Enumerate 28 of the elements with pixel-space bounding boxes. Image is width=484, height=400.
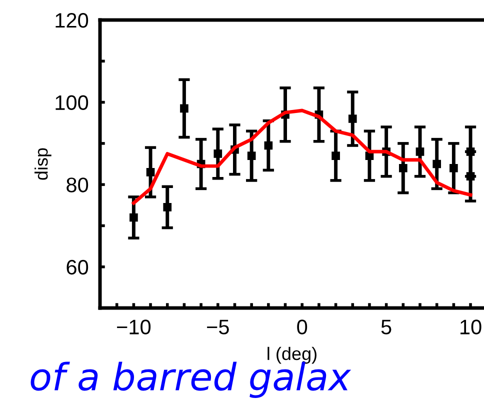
point: [466, 172, 475, 181]
y-axis-title: disp: [34, 148, 52, 180]
point: [466, 147, 475, 156]
point: [214, 150, 222, 158]
point: [348, 114, 357, 123]
y-tick-label: 120: [56, 13, 88, 28]
x-tick-label: 5: [381, 320, 392, 334]
point: [247, 152, 256, 160]
point: [450, 164, 458, 172]
x-tick-label: −10: [117, 320, 151, 334]
point: [163, 203, 172, 212]
point: [180, 104, 188, 113]
point: [416, 147, 424, 156]
x-tick-label: 10: [460, 320, 482, 334]
point: [146, 168, 155, 176]
line-series: [132, 108, 472, 205]
y-tick-label: 100: [56, 95, 88, 110]
point: [264, 141, 273, 150]
point: [332, 152, 340, 160]
x-tick-label: −5: [207, 320, 229, 334]
text: of a barred galax: [30, 362, 352, 398]
y-tick-label: 60: [66, 260, 88, 275]
y-tick-label: 80: [66, 178, 88, 192]
point: [130, 213, 138, 222]
x-tick-label: 0: [297, 320, 308, 334]
x-axis-title: l (deg): [268, 346, 316, 364]
point: [432, 160, 442, 168]
point: [398, 164, 408, 172]
